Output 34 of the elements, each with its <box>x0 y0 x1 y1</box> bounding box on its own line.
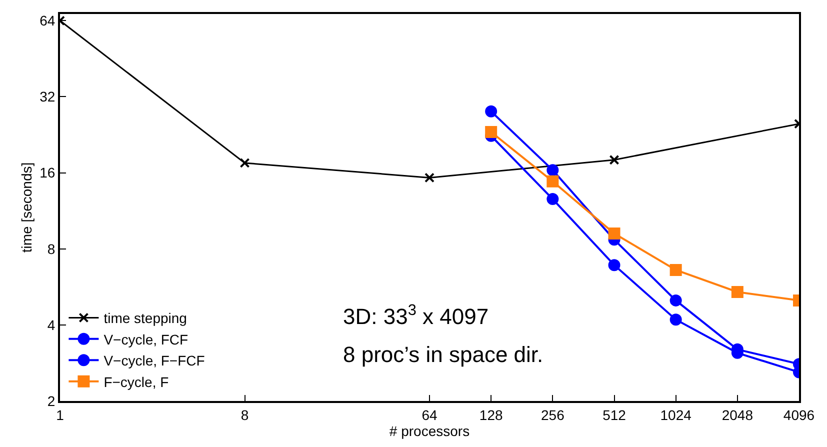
point <box>546 175 559 188</box>
legend-label: time stepping <box>104 310 187 326</box>
point <box>670 264 682 276</box>
annotation: 3D: 33$^{3}$ x 4097 <box>343 302 489 330</box>
x-tick-label: 512 <box>602 406 626 423</box>
point <box>546 193 559 206</box>
point <box>731 286 744 298</box>
x-tick-label: 8 <box>240 406 249 423</box>
point <box>608 259 620 272</box>
legend-label: F−cycle, F <box>104 374 169 390</box>
x-axis-title: # processors <box>389 422 470 439</box>
point <box>670 294 682 306</box>
y-tick-label: 16 <box>40 164 56 181</box>
point <box>608 228 620 240</box>
legend-label: V−cycle, FCF <box>104 331 188 348</box>
y-axis-title: time [seconds] <box>18 162 35 253</box>
annotation: 8 proc’s in space dir. <box>343 342 544 367</box>
y-tick-label: 64 <box>40 12 56 29</box>
x-tick-label: 128 <box>479 406 503 423</box>
x-tick-label: 256 <box>540 406 565 423</box>
legend-label: V−cycle, F−FCF <box>104 352 205 369</box>
y-tick-label: 8 <box>47 240 56 257</box>
x-tick-label: 2048 <box>722 406 754 423</box>
point <box>546 164 559 176</box>
y-tick-label: 4 <box>47 316 56 333</box>
x-tick-label: 1 <box>56 406 64 423</box>
point <box>485 126 498 138</box>
y-tick-label: 2 <box>47 392 56 409</box>
point <box>485 105 498 118</box>
x-tick-label: 4096 <box>783 406 815 423</box>
x-tick-label: 64 <box>422 406 438 423</box>
point <box>670 314 682 326</box>
y-tick-label: 32 <box>40 88 56 105</box>
x-tick-label: 1024 <box>660 406 692 423</box>
